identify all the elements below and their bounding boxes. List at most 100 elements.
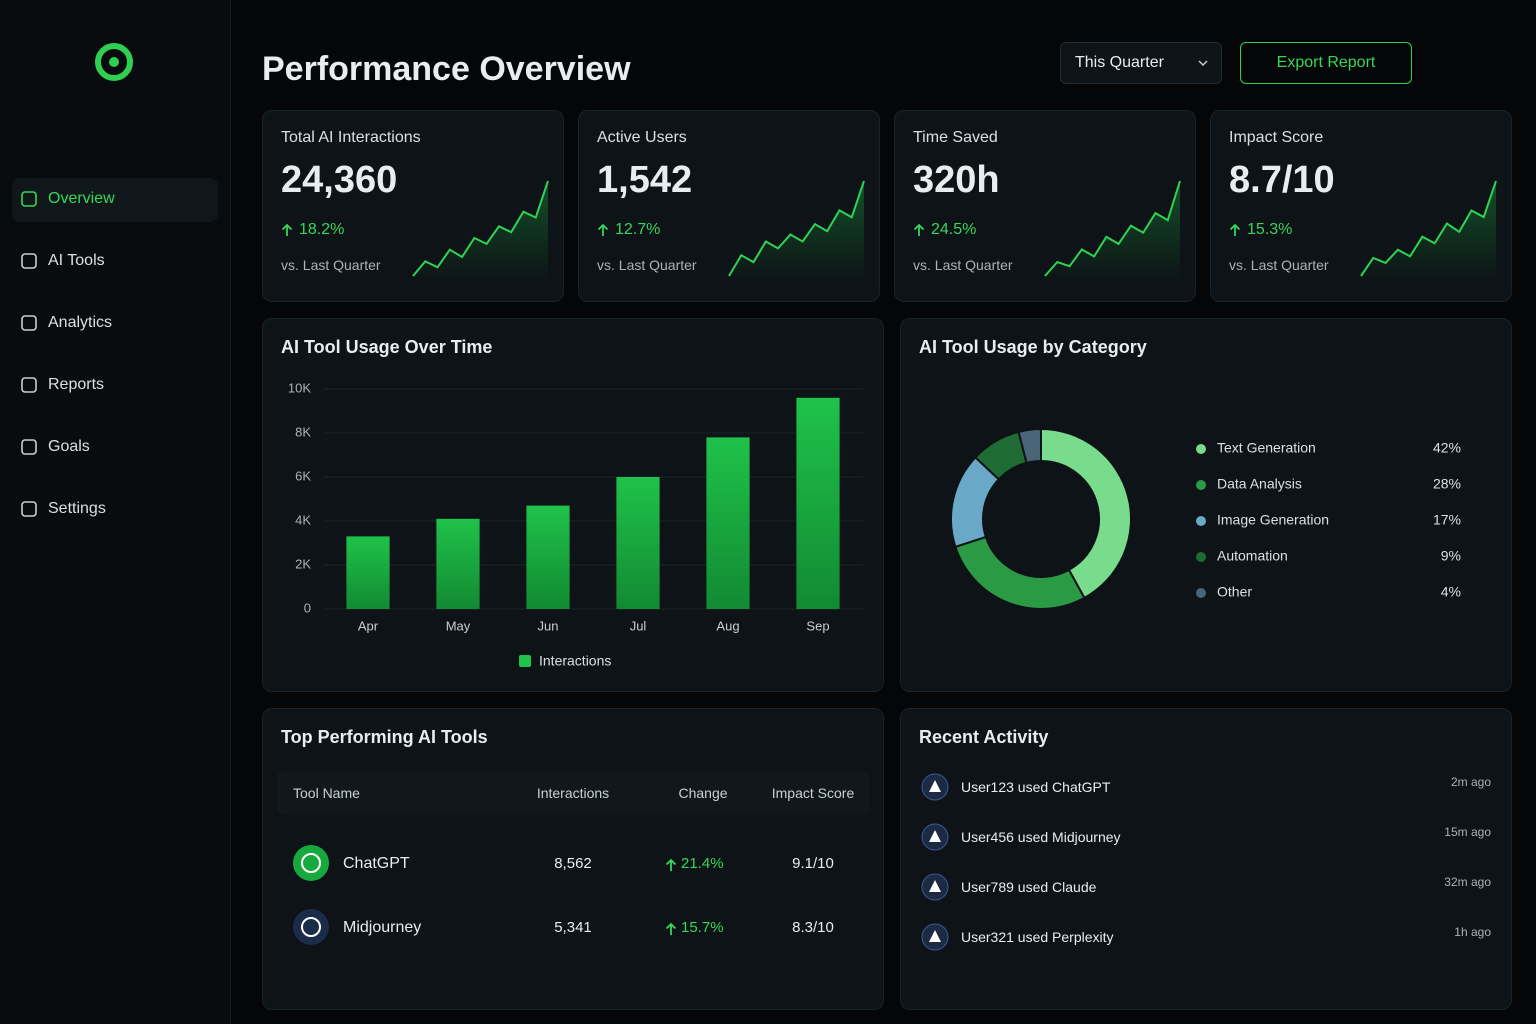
- arrow-shape: [597, 223, 609, 236]
- kpi-value: 320h: [913, 159, 1000, 201]
- arrow-shape: [1229, 223, 1241, 236]
- kpi-card: Active Users 1,542 12.7% vs. Last Quarter: [578, 110, 880, 302]
- table-card: Top Performing AI Tools Tool Name Interact…: [262, 708, 884, 1010]
- x-tick-label: Jul: [630, 618, 647, 633]
- activity-text: User321 used Perplexity: [961, 929, 1114, 945]
- nav-item[interactable]: Reports: [48, 376, 105, 393]
- kpi-compare: vs. Last Quarter: [597, 257, 697, 273]
- activity-icon: [921, 923, 949, 951]
- nav-item[interactable]: Analytics: [48, 314, 113, 331]
- kpi-compare: vs. Last Quarter: [281, 257, 381, 273]
- table-cell: 9.1/10: [792, 855, 834, 872]
- nav-item[interactable]: Overview: [48, 190, 115, 207]
- sparkline-line: [1360, 180, 1497, 277]
- sparkline: [728, 180, 865, 281]
- bar: [346, 536, 390, 609]
- bar: [796, 397, 840, 609]
- sparkline-line: [1044, 180, 1181, 277]
- column-header: Change: [678, 785, 728, 801]
- tool-change: 21.4%: [681, 855, 724, 872]
- icon-shape: [21, 315, 37, 331]
- donut-segment: [1017, 427, 1042, 465]
- activity-icon: [921, 873, 949, 901]
- arrow-shape: [913, 223, 925, 236]
- value-label: 28%: [1433, 476, 1461, 492]
- y-tick-label: 10K: [288, 380, 311, 395]
- table-cell: 5,341: [554, 919, 592, 936]
- arrow-shape: [281, 223, 293, 236]
- legend-label: Text Generation: [1217, 440, 1316, 456]
- chart-svg: Text Generation 42% Data Analysis 28% Image …: [950, 427, 1461, 610]
- activity-text: User789 used Claude: [961, 879, 1097, 895]
- kpi-compare: vs. Last Quarter: [1229, 257, 1329, 273]
- legend-label: Automation: [1217, 548, 1288, 564]
- up-arrow: [1229, 223, 1241, 236]
- icon-bg: [293, 909, 329, 945]
- tool-icon: [293, 909, 329, 945]
- nav-active-bg: [12, 178, 218, 222]
- kpi-label: Time Saved: [913, 129, 998, 146]
- bar: [436, 518, 480, 609]
- kpi-card: Time Saved 320h 24.5% vs. Last Quarter: [894, 110, 1196, 302]
- value-label: 17%: [1433, 512, 1461, 528]
- sparkline: [1360, 180, 1497, 281]
- sparkline-line: [728, 180, 865, 277]
- kpi-card: Impact Score 8.7/10 15.3% vs. Last Quarter: [1210, 110, 1512, 302]
- arrow-shape: [665, 922, 677, 935]
- nav-item[interactable]: Goals: [48, 438, 90, 455]
- sparkline-area: [729, 181, 864, 281]
- nav-item[interactable]: Settings: [48, 500, 106, 517]
- icon-shape: [929, 880, 941, 892]
- bar: [706, 437, 750, 609]
- bar-chart-card: AI Tool Usage Over Time 0 2K 4K 6K 8K 10K Apr Ma…: [262, 318, 884, 692]
- chart-title: AI Tool Usage by Category: [919, 337, 1147, 357]
- table-cell: 8.3/10: [792, 919, 834, 936]
- y-tick-label: 8K: [295, 424, 311, 439]
- column-header: Interactions: [536, 785, 610, 801]
- activity-text: User456 used Midjourney: [961, 829, 1121, 845]
- legend-label: Other: [1217, 584, 1252, 600]
- period-select[interactable]: This Quarter: [1060, 42, 1222, 84]
- donut-segment: [1040, 427, 1132, 600]
- sidebar: Overview AI Tools Analytics Reports Goals Set…: [0, 0, 231, 1024]
- kpi-card: Total AI Interactions 24,360 18.2% vs. Last…: [262, 110, 564, 302]
- nav-icon: [21, 253, 37, 269]
- nav-icon: [21, 191, 37, 207]
- export-button[interactable]: Export Report: [1240, 42, 1412, 84]
- donut-chart-card: AI Tool Usage by Category Text Generation…: [900, 318, 1512, 692]
- kpi-label: Total AI Interactions: [281, 129, 421, 146]
- icon-bg: [293, 845, 329, 881]
- x-tick-label: Jun: [538, 618, 559, 633]
- x-tick-label: Apr: [358, 618, 379, 633]
- value-label: 42%: [1433, 440, 1461, 456]
- icon-shape: [301, 917, 321, 937]
- activity-time: 15m ago: [1444, 825, 1491, 839]
- kpi-value: 8.7/10: [1229, 159, 1335, 201]
- table-header-bg: [277, 771, 869, 815]
- chart-svg: 0 2K 4K 6K 8K 10K Apr May Jun Jul Aug Sep Interactio…: [288, 380, 863, 669]
- column-header: Tool Name: [293, 785, 360, 801]
- value-label: 9%: [1441, 548, 1461, 564]
- activity-time: 32m ago: [1444, 875, 1491, 889]
- nav-item[interactable]: AI Tools: [48, 252, 105, 269]
- legend-dot: [1196, 588, 1206, 598]
- table-title: Top Performing AI Tools: [281, 727, 488, 747]
- nav-icon: [21, 377, 37, 393]
- y-tick-label: 4K: [295, 512, 311, 527]
- kpi-value: 1,542: [597, 159, 693, 201]
- kpi-label: Active Users: [597, 129, 687, 146]
- legend-label: Image Generation: [1217, 512, 1329, 528]
- x-tick-label: May: [446, 618, 471, 633]
- bar: [526, 505, 570, 609]
- sparkline-area: [1045, 181, 1180, 281]
- nav-icon: [21, 439, 37, 455]
- activity-time: 1h ago: [1454, 925, 1491, 939]
- x-tick-label: Aug: [716, 618, 739, 633]
- page-title: Performance Overview: [262, 50, 631, 88]
- kpi-change: 24.5%: [931, 221, 977, 238]
- kpi-compare: vs. Last Quarter: [913, 257, 1013, 273]
- icon-shape: [21, 253, 37, 269]
- legend-dot: [1196, 552, 1206, 562]
